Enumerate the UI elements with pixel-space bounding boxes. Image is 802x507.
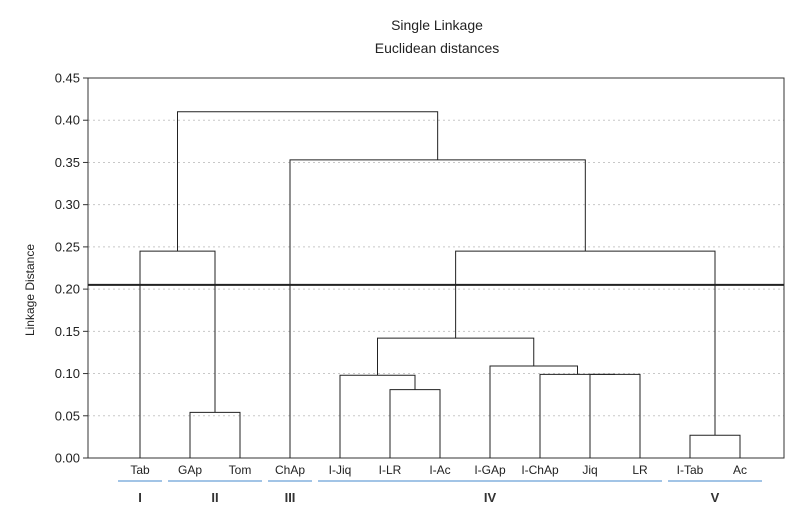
plot-frame bbox=[87, 77, 785, 459]
y-tick-label: 0.40 bbox=[55, 113, 80, 128]
y-tick-label: 0.00 bbox=[55, 451, 80, 466]
dendrogram-link bbox=[455, 250, 716, 436]
y-tick-label: 0.35 bbox=[55, 155, 80, 170]
dendrogram-link bbox=[177, 111, 439, 252]
dendrogram-link bbox=[689, 434, 741, 458]
group-label: I bbox=[138, 490, 142, 505]
dendrogram-link bbox=[389, 389, 441, 458]
dendrogram-link bbox=[189, 411, 241, 458]
dendrogram-link bbox=[539, 373, 615, 458]
dendrogram-link bbox=[139, 250, 216, 458]
leaf-label: Tab bbox=[130, 463, 150, 477]
leaf-label: Jiq bbox=[582, 463, 597, 477]
y-tick-label: 0.25 bbox=[55, 239, 80, 254]
y-tick-label: 0.20 bbox=[55, 282, 80, 297]
leaf-label: I-GAp bbox=[474, 463, 506, 477]
chart-subtitle: Euclidean distances bbox=[375, 40, 500, 56]
leaf-label: GAp bbox=[178, 463, 202, 477]
leaf-label: ChAp bbox=[275, 463, 305, 477]
group-labels: I II III IV V bbox=[118, 480, 762, 505]
group-label: V bbox=[711, 490, 720, 505]
dendrogram-link bbox=[377, 337, 535, 376]
dendrogram-link bbox=[489, 365, 578, 458]
y-tick-layer: 0.00 0.05 0.10 0.15 0.20 0.25 0.30 0.35 0.40 0.45 bbox=[55, 71, 88, 466]
group-label: IV bbox=[484, 490, 497, 505]
y-tick-label: 0.30 bbox=[55, 197, 80, 212]
y-tick-label: 0.10 bbox=[55, 366, 80, 381]
grid-layer bbox=[88, 119, 784, 417]
y-tick-label: 0.05 bbox=[55, 408, 80, 423]
y-tick-label: 0.45 bbox=[55, 71, 80, 86]
dendrogram-link bbox=[339, 374, 416, 458]
y-tick-label: 0.15 bbox=[55, 324, 80, 339]
leaf-label: Tom bbox=[229, 463, 252, 477]
dendrogram-links bbox=[139, 111, 741, 458]
leaf-labels: Tab GAp Tom ChAp I-Jiq I-LR I-Ac I-GAp I-ChAp Jiq… bbox=[130, 463, 747, 477]
group-label: II bbox=[211, 490, 218, 505]
chart-title: Single Linkage bbox=[391, 17, 483, 33]
leaf-label: I-Tab bbox=[677, 463, 704, 477]
leaf-label: Ac bbox=[733, 463, 747, 477]
leaf-label: LR bbox=[632, 463, 648, 477]
leaf-label: I-Jiq bbox=[329, 463, 352, 477]
leaf-label: I-LR bbox=[379, 463, 402, 477]
leaf-label: I-Ac bbox=[429, 463, 450, 477]
y-axis-label: Linkage Distance bbox=[23, 244, 37, 336]
leaf-label: I-ChAp bbox=[521, 463, 559, 477]
group-label: III bbox=[285, 490, 296, 505]
